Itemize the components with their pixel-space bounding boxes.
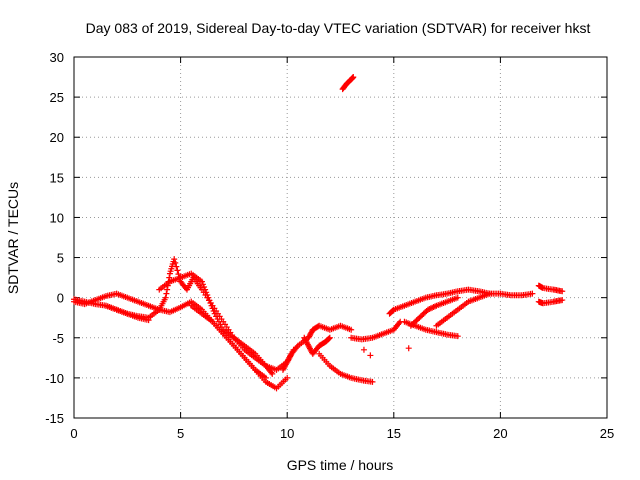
data-point: [198, 278, 205, 285]
data-point: [204, 291, 211, 298]
data-point: [454, 294, 461, 301]
data-point: [209, 305, 216, 312]
x-tick-label: 25: [600, 426, 614, 441]
data-point: [173, 263, 180, 270]
data-point: [202, 286, 209, 293]
y-tick-label: 0: [57, 291, 64, 306]
x-tick-label: 0: [70, 426, 77, 441]
data-point: [454, 333, 461, 340]
data-point: [208, 302, 215, 309]
x-tick-label: 10: [280, 426, 294, 441]
plot-frame: [73, 56, 608, 419]
grid-lines: [74, 57, 607, 418]
y-tick-label: 25: [50, 90, 64, 105]
y-tick-label: -5: [52, 331, 64, 346]
data-point: [396, 320, 403, 327]
data-point-outlier: [405, 345, 412, 352]
data-point: [145, 317, 152, 324]
x-tick-label: 15: [387, 426, 401, 441]
data-point: [369, 378, 376, 385]
data-point: [559, 288, 566, 295]
y-tick-label: -15: [45, 411, 64, 426]
data-point: [171, 256, 178, 263]
data-point: [164, 286, 171, 293]
data-point: [207, 300, 214, 307]
y-tick-label: 10: [50, 210, 64, 225]
data-point: [172, 259, 179, 266]
data-point: [350, 74, 357, 81]
x-tick-label: 20: [493, 426, 507, 441]
y-tick-label: 15: [50, 170, 64, 185]
data-point: [203, 289, 210, 296]
data-point: [199, 281, 206, 288]
data-point: [529, 290, 536, 297]
y-tick-label: 30: [50, 50, 64, 65]
data-point: [205, 294, 212, 301]
y-tick-label: 20: [50, 130, 64, 145]
data-point: [166, 274, 173, 281]
chart-title: Day 083 of 2019, Sidereal Day-to-day VTE…: [86, 20, 591, 36]
data-point: [174, 267, 181, 274]
data-point: [486, 290, 493, 297]
data-point: [269, 370, 276, 377]
axis-ticks: [73, 56, 608, 419]
data-point: [210, 308, 217, 315]
data-point: [348, 326, 355, 333]
data-point: [326, 334, 333, 341]
x-tick-labels: 0 5 10 15 20 25: [70, 426, 614, 441]
data-point: [162, 294, 169, 301]
data-point: [559, 297, 566, 304]
data-point-outlier: [367, 352, 374, 359]
y-axis-label: SDTVAR / TECUs: [5, 182, 21, 294]
y-tick-label: 5: [57, 251, 64, 266]
data-point: [206, 297, 213, 304]
data-point: [262, 374, 269, 381]
data-point-outlier: [360, 346, 367, 353]
data-point: [284, 374, 291, 381]
data-point: [293, 344, 300, 351]
data-point: [201, 283, 208, 290]
x-axis-label: GPS time / hours: [287, 457, 394, 473]
y-tick-labels: -15 -10 -5 0 5 10 15 20 25 30: [45, 50, 64, 426]
y-tick-label: -10: [45, 371, 64, 386]
data-point: [163, 290, 170, 297]
data-points: [71, 74, 566, 392]
data-point: [326, 335, 333, 342]
x-tick-label: 5: [177, 426, 184, 441]
